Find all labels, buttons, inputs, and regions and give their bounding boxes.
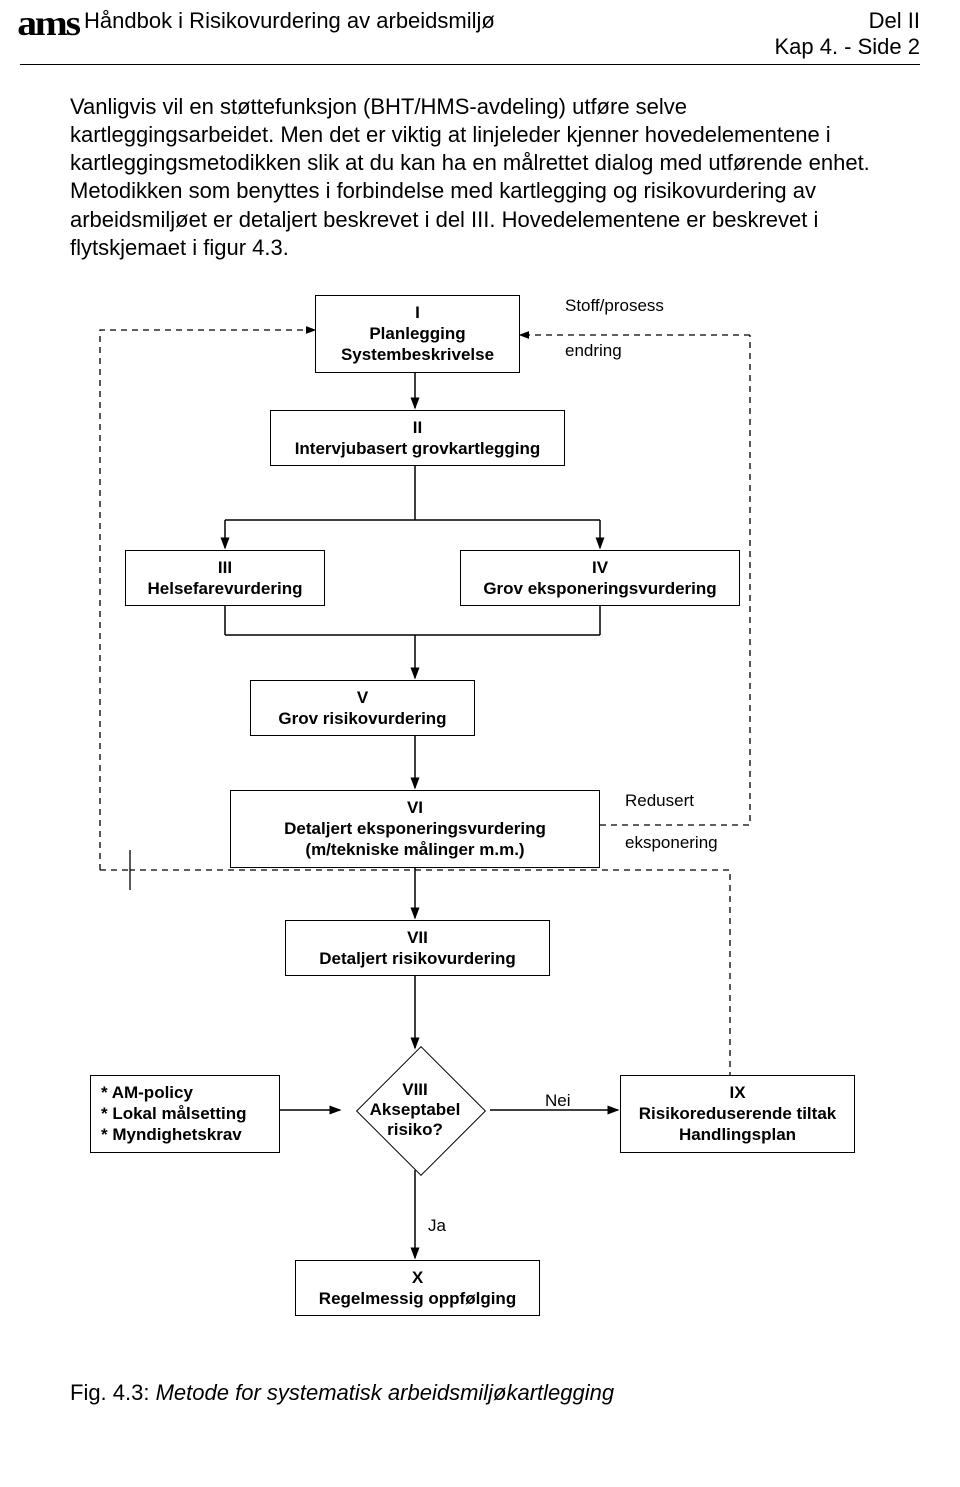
node-coarse-risk-num: V bbox=[261, 687, 464, 708]
node-detailed-risk-num: VII bbox=[296, 927, 539, 948]
label-eksponering: eksponering bbox=[625, 832, 718, 854]
page-header: ams Håndbok i Risikovurdering av arbeids… bbox=[0, 0, 960, 60]
node-planning-num: I bbox=[326, 302, 509, 323]
decision-label: Akseptabel risiko? bbox=[345, 1100, 485, 1140]
flowchart: I Planlegging Systembeskrivelse Stoff/pr… bbox=[70, 290, 890, 1370]
policy-line-2: * Lokal målsetting bbox=[101, 1103, 269, 1124]
figure-caption: Fig. 4.3: Metode for systematisk arbeids… bbox=[70, 1380, 890, 1406]
header-part: Del II bbox=[774, 8, 920, 34]
node-policy-inputs: * AM-policy * Lokal målsetting * Myndigh… bbox=[90, 1075, 280, 1153]
node-coarse-exposure: IV Grov eksponeringsvurdering bbox=[460, 550, 740, 607]
header-title: Håndbok i Risikovurdering av arbeidsmilj… bbox=[84, 8, 774, 34]
decision-acceptable-risk: VIII Akseptabel risiko? bbox=[345, 1050, 485, 1170]
edge-label-no: Nei bbox=[545, 1090, 571, 1112]
header-chapter-page: Kap 4. - Side 2 bbox=[774, 34, 920, 60]
caption-prefix: Fig. 4.3: bbox=[70, 1380, 149, 1405]
header-rule bbox=[20, 64, 920, 65]
logo: ams bbox=[17, 8, 79, 38]
decision-num: VIII bbox=[345, 1080, 485, 1100]
policy-line-3: * Myndighetskrav bbox=[101, 1124, 269, 1145]
node-coarse-exposure-label: Grov eksponeringsvurdering bbox=[471, 578, 729, 599]
label-endring: endring bbox=[565, 340, 622, 362]
node-risk-reducing-num: IX bbox=[631, 1082, 844, 1103]
node-interview: II Intervjubasert grovkartlegging bbox=[270, 410, 565, 467]
node-risk-reducing-label: Risikoreduserende tiltak Handlingsplan bbox=[631, 1103, 844, 1146]
node-interview-num: II bbox=[281, 417, 554, 438]
label-redusert: Redusert bbox=[625, 790, 694, 812]
node-planning-label: Planlegging Systembeskrivelse bbox=[326, 323, 509, 366]
edge-label-yes: Ja bbox=[428, 1215, 446, 1237]
node-followup: X Regelmessig oppfølging bbox=[295, 1260, 540, 1317]
node-detailed-exposure: VI Detaljert eksponeringsvurdering (m/te… bbox=[230, 790, 600, 868]
body-paragraph: Vanligvis vil en støttefunksjon (BHT/HMS… bbox=[70, 93, 890, 262]
node-interview-label: Intervjubasert grovkartlegging bbox=[281, 438, 554, 459]
node-planning: I Planlegging Systembeskrivelse bbox=[315, 295, 520, 373]
node-health-hazard-label: Helsefarevurdering bbox=[136, 578, 314, 599]
policy-line-1: * AM-policy bbox=[101, 1082, 269, 1103]
node-health-hazard-num: III bbox=[136, 557, 314, 578]
node-risk-reducing: IX Risikoreduserende tiltak Handlingspla… bbox=[620, 1075, 855, 1153]
node-health-hazard: III Helsefarevurdering bbox=[125, 550, 325, 607]
node-detailed-risk-label: Detaljert risikovurdering bbox=[296, 948, 539, 969]
label-stoff-prosess: Stoff/prosess bbox=[565, 295, 664, 317]
node-detailed-exposure-label: Detaljert eksponeringsvurdering (m/tekni… bbox=[241, 818, 589, 861]
node-coarse-risk: V Grov risikovurdering bbox=[250, 680, 475, 737]
node-detailed-exposure-num: VI bbox=[241, 797, 589, 818]
node-coarse-exposure-num: IV bbox=[471, 557, 729, 578]
node-detailed-risk: VII Detaljert risikovurdering bbox=[285, 920, 550, 977]
node-coarse-risk-label: Grov risikovurdering bbox=[261, 708, 464, 729]
header-meta: Del II Kap 4. - Side 2 bbox=[774, 8, 920, 60]
node-followup-label: Regelmessig oppfølging bbox=[306, 1288, 529, 1309]
caption-text: Metode for systematisk arbeidsmiljøkartl… bbox=[156, 1380, 615, 1405]
node-followup-num: X bbox=[306, 1267, 529, 1288]
